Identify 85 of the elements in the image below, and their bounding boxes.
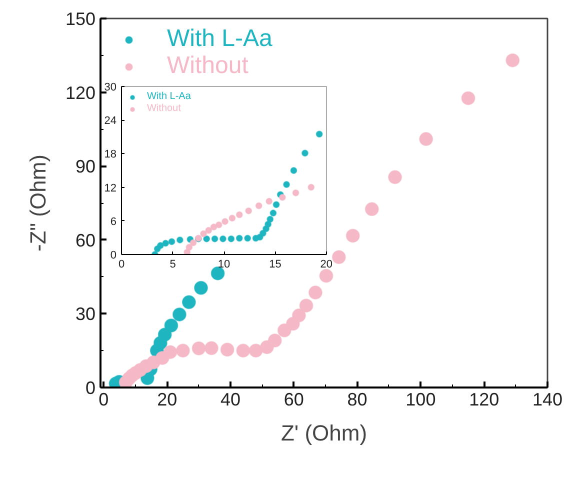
y-tick-label: 12 (104, 182, 117, 194)
point (308, 286, 322, 300)
point (205, 226, 212, 234)
x-tick-label: 80 (347, 390, 368, 410)
point (156, 242, 164, 250)
point (245, 207, 252, 214)
point (190, 239, 197, 246)
point (220, 342, 234, 357)
point (210, 266, 225, 280)
point (210, 224, 218, 231)
x-tick-label: 15 (269, 258, 282, 270)
point (283, 181, 290, 188)
point (346, 228, 360, 243)
point (266, 216, 274, 223)
point (228, 235, 235, 242)
legend-label: With L-Aa (167, 25, 272, 53)
point (270, 210, 277, 217)
legend-label: With L-Aa (147, 91, 191, 102)
x-tick-label: 20 (320, 258, 333, 270)
point (332, 250, 346, 264)
point (255, 202, 262, 210)
point (319, 268, 334, 283)
y-tick-label: 0 (110, 250, 117, 262)
point (236, 344, 250, 358)
point (316, 130, 323, 138)
point (163, 345, 178, 360)
point (215, 221, 222, 228)
point (419, 132, 434, 146)
point (272, 201, 280, 208)
point (194, 280, 208, 295)
point (236, 234, 243, 242)
point (219, 235, 226, 242)
point (364, 202, 379, 216)
point (204, 341, 218, 356)
x-tick-label: 0 (118, 258, 125, 270)
point (278, 194, 286, 201)
x-tick-label: 100 (406, 390, 436, 410)
point (182, 295, 196, 310)
point (266, 198, 273, 205)
point (176, 344, 190, 358)
point (192, 341, 206, 356)
point (203, 235, 210, 242)
point (228, 214, 236, 222)
point (172, 307, 186, 322)
point (290, 167, 298, 174)
point (200, 230, 207, 238)
x-tick-label: 120 (469, 390, 500, 410)
y-tick-label: 6 (110, 216, 117, 228)
point (236, 211, 243, 218)
y-tick-label: 150 (65, 9, 96, 29)
point (176, 236, 184, 244)
point (308, 184, 315, 191)
point (162, 240, 170, 247)
y-tick-label: 120 (65, 82, 96, 103)
point (292, 308, 306, 322)
y-tick-label: 18 (104, 148, 117, 161)
y-tick-label: 30 (75, 304, 96, 324)
point (164, 318, 178, 332)
x-tick-label: 5 (170, 258, 176, 270)
y-tick-label: 30 (104, 82, 117, 94)
point (388, 170, 402, 184)
point (186, 244, 193, 251)
point (168, 238, 176, 246)
point (301, 150, 308, 157)
x-axis-title: Z' (Ohm) (280, 420, 368, 446)
point (292, 189, 300, 196)
y-tick-label: 24 (104, 115, 117, 128)
x-tick-label: 40 (220, 390, 240, 410)
point (299, 298, 314, 313)
point (222, 218, 229, 225)
y-tick-label: 60 (75, 230, 96, 250)
x-tick-label: 10 (218, 258, 230, 270)
point (506, 53, 520, 68)
legend-label: Without (167, 52, 248, 80)
y-axis-title: -Z" (Ohm) (25, 154, 50, 252)
point (268, 334, 282, 348)
x-tick-label: 140 (532, 390, 563, 410)
point (211, 235, 218, 242)
x-tick-label: 20 (157, 390, 178, 410)
y-tick-label: 90 (75, 156, 96, 177)
point (248, 344, 263, 358)
point (244, 234, 252, 242)
point (461, 91, 476, 106)
legend-label: Without (147, 103, 181, 114)
x-tick-label: 60 (284, 390, 304, 410)
